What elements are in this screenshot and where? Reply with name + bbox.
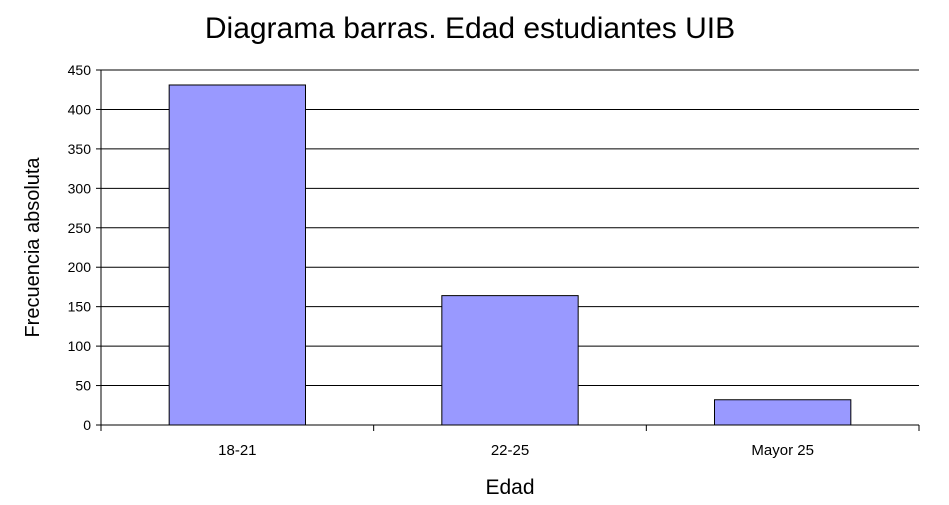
axes bbox=[96, 69, 920, 431]
x-tick-label: 22-25 bbox=[491, 442, 529, 459]
bar bbox=[168, 84, 306, 426]
axis-labels: 0 50 100 150 200 250 300 350 400 450 18-21 22-25 May… bbox=[22, 62, 814, 499]
y-tick-label: 200 bbox=[68, 259, 92, 275]
x-axis-title: Edad bbox=[485, 476, 534, 499]
chart-title: Diagrama barras. Edad estudiantes UIB bbox=[204, 12, 736, 45]
y-tick-label: 350 bbox=[68, 141, 92, 157]
y-tick-label: 150 bbox=[68, 299, 92, 315]
bars bbox=[168, 84, 852, 426]
x-tick-label: 18-21 bbox=[218, 442, 256, 459]
bar bbox=[714, 399, 852, 426]
y-tick-label: 400 bbox=[68, 101, 92, 117]
y-tick-label: 250 bbox=[68, 220, 92, 236]
y-tick-label: 100 bbox=[68, 338, 92, 354]
bar bbox=[441, 295, 579, 426]
x-tick-label: Mayor 25 bbox=[751, 442, 814, 459]
y-axis-title: Frecuencia absoluta bbox=[22, 157, 44, 338]
y-tick-label: 0 bbox=[83, 417, 91, 433]
y-tick-label: 450 bbox=[68, 62, 92, 78]
y-tick-label: 50 bbox=[75, 378, 91, 394]
y-tick-label: 300 bbox=[68, 180, 92, 196]
